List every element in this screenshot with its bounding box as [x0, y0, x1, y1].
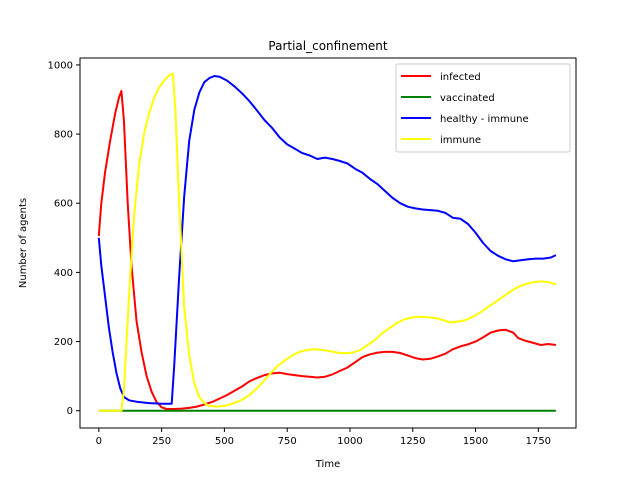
x-tick-label: 1750: [526, 436, 551, 447]
x-tick-label: 1500: [463, 436, 488, 447]
plot-series: [97, 72, 557, 412]
series-line-2: [97, 75, 557, 405]
legend-label: healthy - immune: [440, 114, 529, 125]
x-axis: 0 250 500 750 1000 1250 1500 1750: [96, 428, 551, 447]
y-tick-label: 400: [54, 268, 73, 279]
legend-label: infected: [440, 72, 481, 83]
y-axis-label: Number of agents: [18, 198, 29, 288]
y-tick-label: 800: [54, 130, 73, 141]
y-axis: 0 200 400 600 800 1000: [48, 60, 80, 417]
legend-box: [395, 63, 571, 153]
x-tick-label: 250: [152, 436, 171, 447]
y-tick-label: 1000: [48, 60, 73, 71]
chart-title: Partial_confinement: [268, 39, 387, 53]
x-axis-label: Time: [315, 459, 340, 470]
x-tick-label: 1250: [400, 436, 425, 447]
y-tick-label: 0: [67, 406, 73, 417]
plot-frame: [79, 57, 577, 429]
x-tick-label: 750: [278, 436, 297, 447]
legend: infected vaccinated healthy - immune immune: [395, 63, 571, 153]
series-line-3: [98, 72, 557, 412]
x-tick-label: 0: [96, 436, 102, 447]
legend-label: immune: [440, 135, 481, 146]
y-tick-label: 200: [54, 337, 73, 348]
legend-label: vaccinated: [440, 93, 495, 104]
x-tick-label: 500: [215, 436, 234, 447]
series-line-0: [97, 89, 557, 410]
y-tick-label: 600: [54, 199, 73, 210]
x-tick-label: 1000: [337, 436, 362, 447]
